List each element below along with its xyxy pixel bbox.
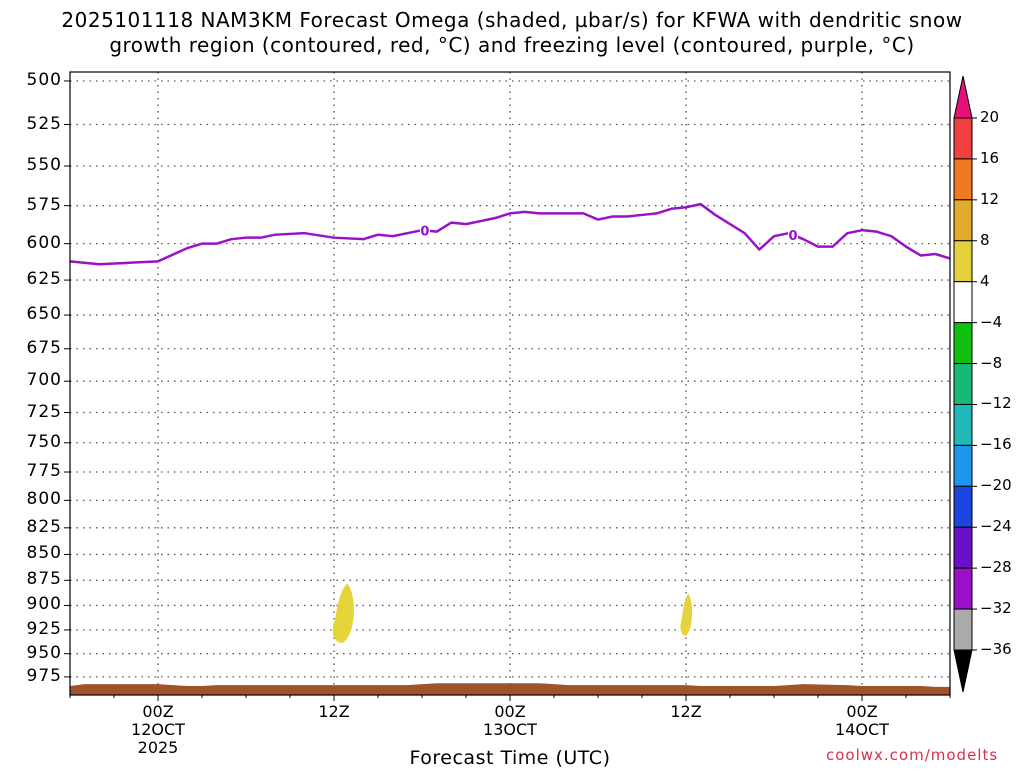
colorbar-box [953, 281, 973, 324]
omega-shaded-region [680, 593, 693, 636]
y-tick-label: 575 [26, 194, 62, 215]
x-tick-label: 13OCT [483, 720, 537, 739]
freezing-level-contour-label: 0 [420, 224, 429, 239]
colorbar-box [953, 608, 973, 651]
colorbar-box [953, 199, 973, 242]
colorbar-label: −12 [980, 394, 1012, 413]
y-tick-label: 725 [26, 401, 62, 422]
chart-title-line-1: 2025101118 NAM3KM Forecast Omega (shaded… [61, 8, 963, 32]
colorbar-label: −32 [980, 599, 1012, 618]
x-tick-label: 2025 [137, 738, 179, 757]
x-tick-label: 00Z [846, 702, 878, 721]
colorbar-box [953, 567, 973, 610]
colorbar-label: 12 [980, 189, 1000, 208]
colorbar-label: 20 [980, 108, 1000, 126]
colorbar-label: −4 [980, 312, 1003, 331]
y-tick-label: 700 [26, 370, 62, 391]
colorbar-label: −16 [980, 435, 1012, 454]
x-axis-title: Forecast Time (UTC) [409, 747, 611, 769]
y-tick-label: 500 [26, 69, 62, 90]
y-tick-label: 925 [26, 618, 62, 639]
chart-title-line-2: growth region (contoured, red, °C) and f… [109, 33, 915, 57]
colorbar-box [953, 363, 973, 405]
colorbar-box [953, 526, 973, 569]
contour-label-bg [788, 227, 799, 242]
x-tick-label: 00Z [494, 702, 526, 721]
colorbar-label: −24 [980, 517, 1012, 536]
colorbar-label: 8 [980, 230, 990, 249]
colorbar-label: 4 [980, 271, 990, 290]
y-tick-label: 900 [26, 594, 62, 615]
colorbar [953, 75, 977, 693]
colorbar-box [953, 240, 973, 283]
freezing-level-line [69, 202, 951, 266]
y-tick-label: 875 [26, 569, 62, 590]
y-tick-label: 675 [26, 337, 62, 358]
y-tick-label: 825 [26, 516, 62, 537]
y-tick-label: 975 [26, 665, 62, 686]
colorbar-label: 16 [980, 148, 1000, 167]
colorbar-box [953, 485, 973, 528]
colorbar-label: −36 [980, 640, 1012, 658]
x-tick-label: 12OCT [131, 720, 185, 739]
colorbar-label: −28 [980, 558, 1012, 577]
colorbar-box [953, 117, 973, 160]
plot-border [69, 71, 951, 696]
colorbar-box [953, 322, 973, 365]
colorbar-box [953, 444, 973, 487]
credit-link[interactable]: coolwx.com/modelts [826, 746, 999, 764]
y-tick-label: 850 [26, 543, 62, 564]
y-tick-label: 600 [26, 232, 62, 253]
y-tick-label: 750 [26, 431, 62, 452]
colorbar-top-arrow [953, 75, 973, 119]
x-tick-label: 14OCT [835, 720, 889, 739]
omega-shaded-region [332, 583, 354, 643]
y-tick-label: 800 [26, 489, 62, 510]
y-tick-label: 775 [26, 461, 62, 482]
contour-label-bg [419, 223, 430, 238]
colorbar-label: −20 [980, 476, 1012, 495]
terrain-fill [70, 683, 950, 695]
y-tick-label: 525 [26, 113, 62, 134]
plot-area [70, 72, 950, 695]
x-tick-label: 12Z [670, 702, 702, 721]
y-tick-label: 625 [26, 269, 62, 290]
colorbar-label: −8 [980, 353, 1003, 372]
x-tick-label: 00Z [142, 702, 174, 721]
freezing-level-contour-label: 0 [789, 229, 798, 244]
colorbar-box [953, 158, 973, 201]
y-tick-label: 950 [26, 642, 62, 663]
y-tick-label: 550 [26, 155, 62, 175]
y-tick-label: 650 [26, 304, 62, 325]
colorbar-bottom-arrow [953, 649, 973, 693]
x-tick-label: 12Z [318, 702, 350, 721]
colorbar-box [953, 403, 973, 446]
